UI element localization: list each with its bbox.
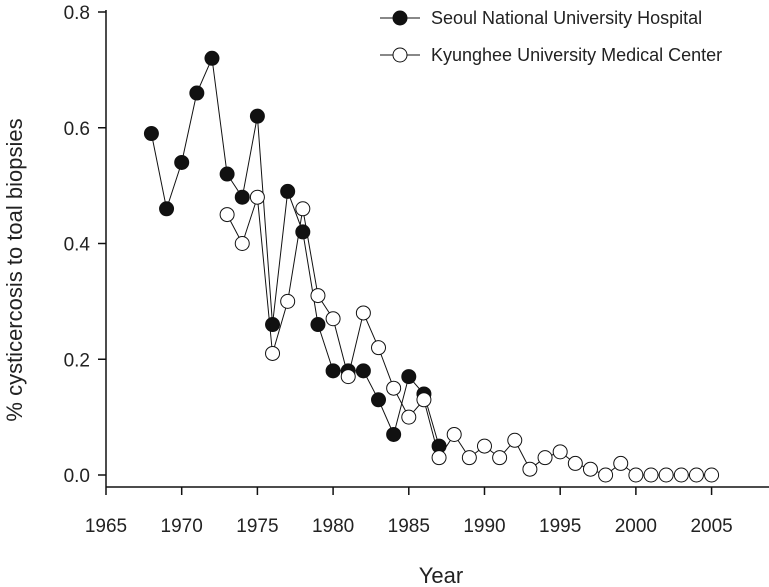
y-tick-label-2: 0.4 bbox=[64, 235, 91, 256]
series-layer bbox=[143, 50, 720, 483]
y-tick-label-3: 0.6 bbox=[64, 119, 90, 140]
data-point-1-1985 bbox=[401, 409, 417, 425]
data-point-1-1973 bbox=[219, 207, 235, 223]
data-point-1-1984 bbox=[386, 380, 402, 396]
data-point-1-1991 bbox=[492, 450, 508, 466]
data-point-0-1985 bbox=[401, 369, 417, 385]
data-point-1-1983 bbox=[371, 340, 387, 356]
data-point-1-1994 bbox=[537, 450, 553, 466]
data-point-0-1970 bbox=[174, 154, 190, 170]
data-point-1-1999 bbox=[613, 455, 629, 471]
y-tick-label-4: 0.8 bbox=[64, 3, 90, 24]
data-point-0-1984 bbox=[386, 426, 402, 442]
data-point-1-2004 bbox=[688, 467, 704, 483]
data-point-1-1988 bbox=[446, 426, 462, 442]
series-1 bbox=[219, 189, 720, 483]
data-point-1-1986 bbox=[416, 392, 432, 408]
x-tick-label-1970: 1970 bbox=[161, 516, 203, 537]
x-ticks: 1965 1970 1975 1980 1985 1990 1995 2000 2005 bbox=[85, 487, 733, 537]
data-point-0-1971 bbox=[189, 85, 205, 101]
data-point-1-2002 bbox=[658, 467, 674, 483]
y-tick-label-1: 0.2 bbox=[64, 350, 90, 371]
data-point-0-1973 bbox=[219, 166, 235, 182]
data-point-0-1976 bbox=[265, 317, 281, 333]
data-point-1-2005 bbox=[704, 467, 720, 483]
data-point-1-1982 bbox=[355, 305, 371, 321]
series-line-1 bbox=[226, 197, 712, 476]
x-tick-label-1995: 1995 bbox=[539, 516, 581, 537]
x-tick-label-1965: 1965 bbox=[85, 516, 127, 537]
data-point-1-1997 bbox=[582, 461, 598, 477]
x-tick-label-1980: 1980 bbox=[312, 516, 354, 537]
data-point-0-1974 bbox=[234, 189, 250, 205]
data-point-1-1979 bbox=[310, 288, 326, 304]
data-point-0-1975 bbox=[249, 108, 265, 124]
data-point-1-1978 bbox=[295, 201, 311, 217]
data-point-1-1989 bbox=[461, 450, 477, 466]
data-point-1-1981 bbox=[340, 369, 356, 385]
data-point-0-1972 bbox=[204, 50, 220, 66]
x-tick-label-1975: 1975 bbox=[236, 516, 278, 537]
legend-label-seoul: Seoul National University Hospital bbox=[431, 8, 702, 28]
y-axis-title: % cysticercosis to toal biopsies bbox=[2, 118, 27, 421]
data-point-1-2003 bbox=[673, 467, 689, 483]
data-point-0-1983 bbox=[371, 392, 387, 408]
legend-marker-seoul bbox=[392, 10, 408, 26]
data-point-1-2000 bbox=[628, 467, 644, 483]
data-point-1-2001 bbox=[643, 467, 659, 483]
data-point-1-1987 bbox=[431, 450, 447, 466]
data-point-0-1969 bbox=[159, 201, 175, 217]
x-axis-title: Year bbox=[419, 563, 463, 587]
data-point-0-1979 bbox=[310, 317, 326, 333]
data-point-0-1977 bbox=[280, 183, 296, 199]
data-point-1-1992 bbox=[507, 432, 523, 448]
data-point-1-1996 bbox=[567, 455, 583, 471]
data-point-1-1995 bbox=[552, 444, 568, 460]
x-tick-label-2000: 2000 bbox=[615, 516, 657, 537]
y-ticks: 0.0 0.2 0.4 0.6 0.8 bbox=[64, 3, 106, 487]
data-point-1-1993 bbox=[522, 461, 538, 477]
data-point-0-1968 bbox=[143, 126, 159, 142]
legend-label-kyunghee: Kyunghee University Medical Center bbox=[431, 45, 722, 65]
legend: Seoul National University Hospital Kyung… bbox=[380, 8, 722, 65]
legend-marker-kyunghee bbox=[392, 47, 408, 63]
data-point-0-1980 bbox=[325, 363, 341, 379]
data-point-1-1974 bbox=[234, 236, 250, 251]
data-point-1-1998 bbox=[598, 467, 614, 483]
x-tick-label-2005: 2005 bbox=[690, 516, 732, 537]
data-point-1-1975 bbox=[249, 189, 265, 205]
data-point-0-1982 bbox=[355, 363, 371, 379]
data-point-1-1990 bbox=[476, 438, 492, 454]
data-point-1-1980 bbox=[325, 311, 341, 327]
x-tick-label-1985: 1985 bbox=[388, 516, 430, 537]
y-tick-label-0: 0.0 bbox=[64, 466, 90, 487]
axes bbox=[105, 10, 769, 488]
x-tick-label-1990: 1990 bbox=[463, 516, 505, 537]
data-point-1-1976 bbox=[265, 345, 281, 361]
data-point-1-1977 bbox=[280, 293, 296, 309]
